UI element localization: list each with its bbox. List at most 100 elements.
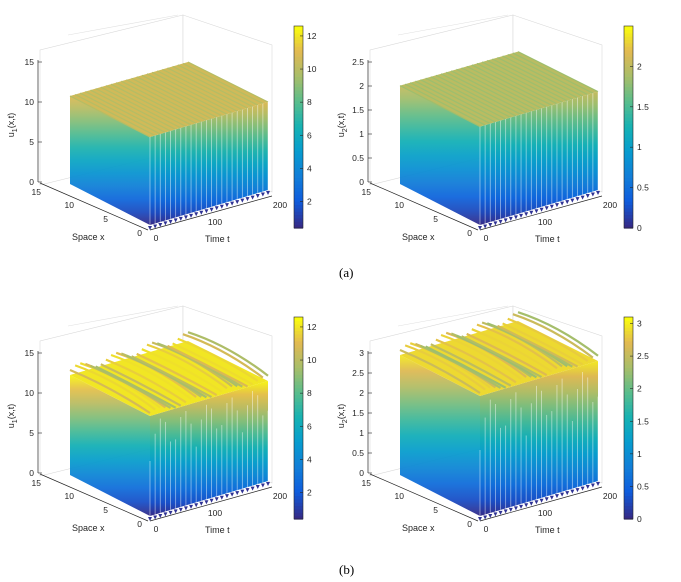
colorbar-segment-a2 xyxy=(624,56,633,61)
colorbar-segment-b2 xyxy=(624,468,633,473)
colorbar-tick-label-b2: 0.5 xyxy=(637,481,649,491)
z-tick-label-b1: 5 xyxy=(29,428,34,438)
surface-ridge-b2 xyxy=(461,335,543,379)
z-tick-label-b2: 2 xyxy=(359,388,364,398)
colorbar-segment-a1 xyxy=(294,89,303,94)
surface-base-tooth-a2 xyxy=(585,194,590,199)
colorbar-tick-label-b1: 12 xyxy=(307,322,317,332)
colorbar-segment-b2 xyxy=(624,340,633,345)
z-axis-label-base-a1: u xyxy=(6,132,16,137)
colorbar-segment-a1 xyxy=(294,214,303,219)
surface-ridge-b1 xyxy=(105,358,187,404)
surface-base-tooth-b2 xyxy=(565,491,570,496)
surface-ridge-a2 xyxy=(430,76,512,119)
surface-ridge-a1 xyxy=(187,61,269,103)
surface-base-tooth-a1 xyxy=(240,198,245,203)
surface-base-tooth-b1 xyxy=(219,495,224,500)
colorbar-segment-a1 xyxy=(294,201,303,206)
surface-ridge-b2 xyxy=(455,334,538,379)
surface-base-tooth-b2 xyxy=(498,510,503,515)
surface-base-tooth-a2 xyxy=(498,219,503,224)
space-tick-label-a1: 15 xyxy=(32,187,42,197)
colorbar-segment-b2 xyxy=(624,317,633,321)
colorbar-segment-b1 xyxy=(294,455,303,459)
colorbar-segment-a1 xyxy=(294,130,303,135)
surface-ridge-b2 xyxy=(399,348,481,394)
surface-base-tooth-b2 xyxy=(519,504,524,509)
colorbar-segment-a2 xyxy=(624,157,633,162)
z-tick-label-a2: 2.5 xyxy=(352,57,364,67)
colorbar-segment-b1 xyxy=(294,391,303,396)
colorbar-segment-b2 xyxy=(624,471,633,476)
colorbar-tick-label-a2: 1.5 xyxy=(637,102,649,112)
colorbar-segment-b1 xyxy=(294,360,303,365)
surface-ridge-a2 xyxy=(497,56,578,99)
colorbar-segment-a2 xyxy=(624,32,633,37)
colorbar-segment-a1 xyxy=(294,150,303,155)
colorbar-tick-label-b2: 3 xyxy=(637,319,642,329)
space-tick-label-b2: 15 xyxy=(362,478,372,488)
surface-ridge-a1 xyxy=(156,70,238,112)
caption-b: (b) xyxy=(339,562,355,577)
time-tick-label-b1: 200 xyxy=(273,491,287,501)
surface-ridge-b2 xyxy=(404,344,486,391)
z-tick-label-a1: 5 xyxy=(29,137,34,147)
surface-ridge-a2 xyxy=(466,65,547,108)
surface-front-face-a1 xyxy=(150,102,268,225)
colorbar-segment-b1 xyxy=(294,354,303,358)
colorbar-tick-label-b2: 1.5 xyxy=(637,416,649,426)
colorbar-segment-b1 xyxy=(294,401,303,406)
surface-base-tooth-a1 xyxy=(245,197,250,202)
colorbar-segment-b2 xyxy=(624,441,633,446)
surface-ridge-b1 xyxy=(131,355,213,399)
surface-base-tooth-a1 xyxy=(255,194,260,199)
colorbar-segment-b1 xyxy=(294,394,303,399)
colorbar-segment-b1 xyxy=(294,431,303,436)
surface-ridge-a1 xyxy=(115,82,197,124)
colorbar-frame-a1 xyxy=(293,25,304,229)
colorbar-segment-b1 xyxy=(294,367,303,372)
colorbar-segment-b2 xyxy=(624,411,633,416)
colorbar-segment-a2 xyxy=(624,66,633,71)
colorbar-segment-a2 xyxy=(624,153,633,158)
colorbar-segment-a2 xyxy=(624,127,633,131)
surface-ridge-a1 xyxy=(136,76,217,118)
colorbar-segment-a1 xyxy=(294,194,303,199)
surface-ridge-b2 xyxy=(507,317,589,362)
surface-base-tooth-b2 xyxy=(575,488,580,493)
colorbar-segment-b1 xyxy=(294,451,303,456)
colorbar-segment-a1 xyxy=(294,110,303,115)
surface-base-tooth-a1 xyxy=(209,207,214,212)
colorbar-segment-a1 xyxy=(294,197,303,202)
colorbar-segment-a2 xyxy=(624,133,633,138)
colorbar-segment-b1 xyxy=(294,364,303,369)
surface-ridge-b1 xyxy=(187,331,269,377)
colorbar-segment-b1 xyxy=(294,448,303,453)
surface-base-tooth-b2 xyxy=(544,497,549,502)
surface-ridge-a2 xyxy=(409,82,491,125)
space-tick-label-a1: 10 xyxy=(65,200,75,210)
colorbar-segment-b2 xyxy=(624,421,633,426)
surface-ridge-a2 xyxy=(399,85,481,128)
colorbar-segment-a1 xyxy=(294,140,303,145)
colorbar-segment-a2 xyxy=(624,36,633,41)
colorbar-segment-a2 xyxy=(624,130,633,135)
colorbar-segment-a1 xyxy=(294,100,303,105)
surface-ridge-b2 xyxy=(517,311,599,357)
surface-base-tooth-b2 xyxy=(529,501,534,506)
colorbar-segment-a1 xyxy=(294,73,303,78)
colorbar-segment-b1 xyxy=(294,343,303,348)
colorbar-segment-a2 xyxy=(624,217,633,222)
time-tick-label-a1: 200 xyxy=(273,200,287,210)
surface-base-tooth-a2 xyxy=(513,215,518,220)
space-axis-b1 xyxy=(39,473,149,522)
colorbar-segment-b2 xyxy=(624,465,633,470)
surface-ridge-a2 xyxy=(456,68,537,111)
colorbar-segment-b2 xyxy=(624,370,633,375)
surface-base-tooth-b1 xyxy=(148,517,152,521)
surface-base-tooth-a2 xyxy=(596,191,600,195)
surface-base-tooth-b2 xyxy=(493,512,498,517)
surface-base-tooth-a2 xyxy=(565,200,570,205)
colorbar-segment-a1 xyxy=(294,113,303,118)
surface-ridge-b1 xyxy=(182,333,264,379)
